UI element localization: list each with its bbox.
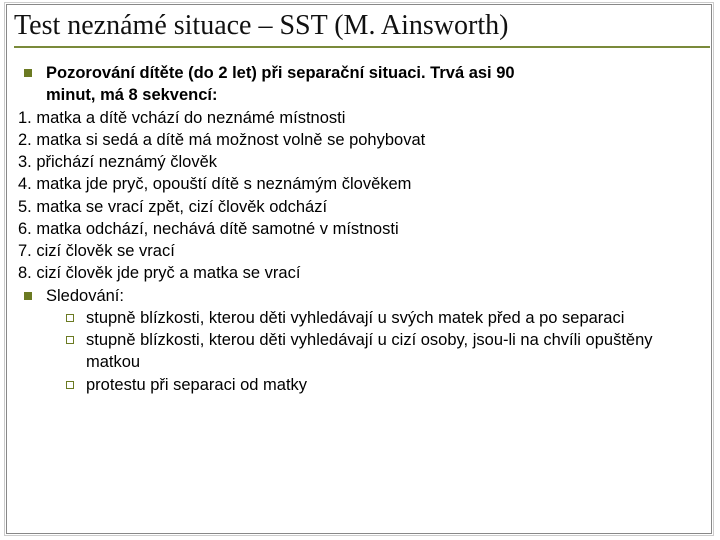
- sub1-tail: před a po separaci: [483, 309, 624, 327]
- hollow-square-icon: [66, 336, 74, 344]
- square-bullet-icon: [24, 69, 32, 77]
- seq-4: 4. matka jde pryč, opouští dítě s neznám…: [18, 173, 710, 195]
- seq-2: 2. matka si sedá a dítě má možnost volně…: [18, 129, 710, 151]
- sub1-plain: stupně blízkosti, kterou děti vyhledávaj…: [86, 309, 483, 327]
- square-bullet-icon: [24, 292, 32, 300]
- intro-bullet: Pozorování dítěte (do 2 let) při separač…: [14, 62, 710, 107]
- slide-title: Test neznámé situace – SST (M. Ainsworth…: [14, 10, 710, 42]
- slide-body: Pozorování dítěte (do 2 let) při separač…: [14, 62, 710, 396]
- seq-5: 5. matka se vrací zpět, cizí člověk odch…: [18, 196, 710, 218]
- sub-item-1: stupně blízkosti, kterou děti vyhledávaj…: [66, 307, 710, 329]
- sub2-plain: stupně blízkosti, kterou děti vyhledávaj…: [86, 331, 468, 349]
- seq-3: 3. přichází neznámý člověk: [18, 151, 710, 173]
- intro-line2: minut, má 8 sekvencí:: [46, 86, 218, 104]
- sledovani-bullet: Sledování:: [14, 285, 710, 307]
- sub-item-3: protestu při separaci od matky: [66, 374, 710, 396]
- sub3-tail: při separaci od matky: [146, 376, 307, 394]
- sub3-plain: protestu: [86, 376, 146, 394]
- seq-6: 6. matka odchází, nechává dítě samotné v…: [18, 218, 710, 240]
- intro-line1: Pozorování dítěte (do 2 let) při separač…: [46, 64, 515, 82]
- seq-7: 7. cizí člověk se vrací: [18, 240, 710, 262]
- hollow-square-icon: [66, 314, 74, 322]
- seq-1: 1. matka a dítě vchází do neznámé místno…: [18, 107, 710, 129]
- hollow-square-icon: [66, 381, 74, 389]
- seq-8: 8. cizí člověk jde pryč a matka se vrací: [18, 262, 710, 284]
- title-rule: [14, 46, 710, 48]
- sledovani-label: Sledování:: [46, 285, 124, 307]
- sub-item-2: stupně blízkosti, kterou děti vyhledávaj…: [66, 329, 710, 374]
